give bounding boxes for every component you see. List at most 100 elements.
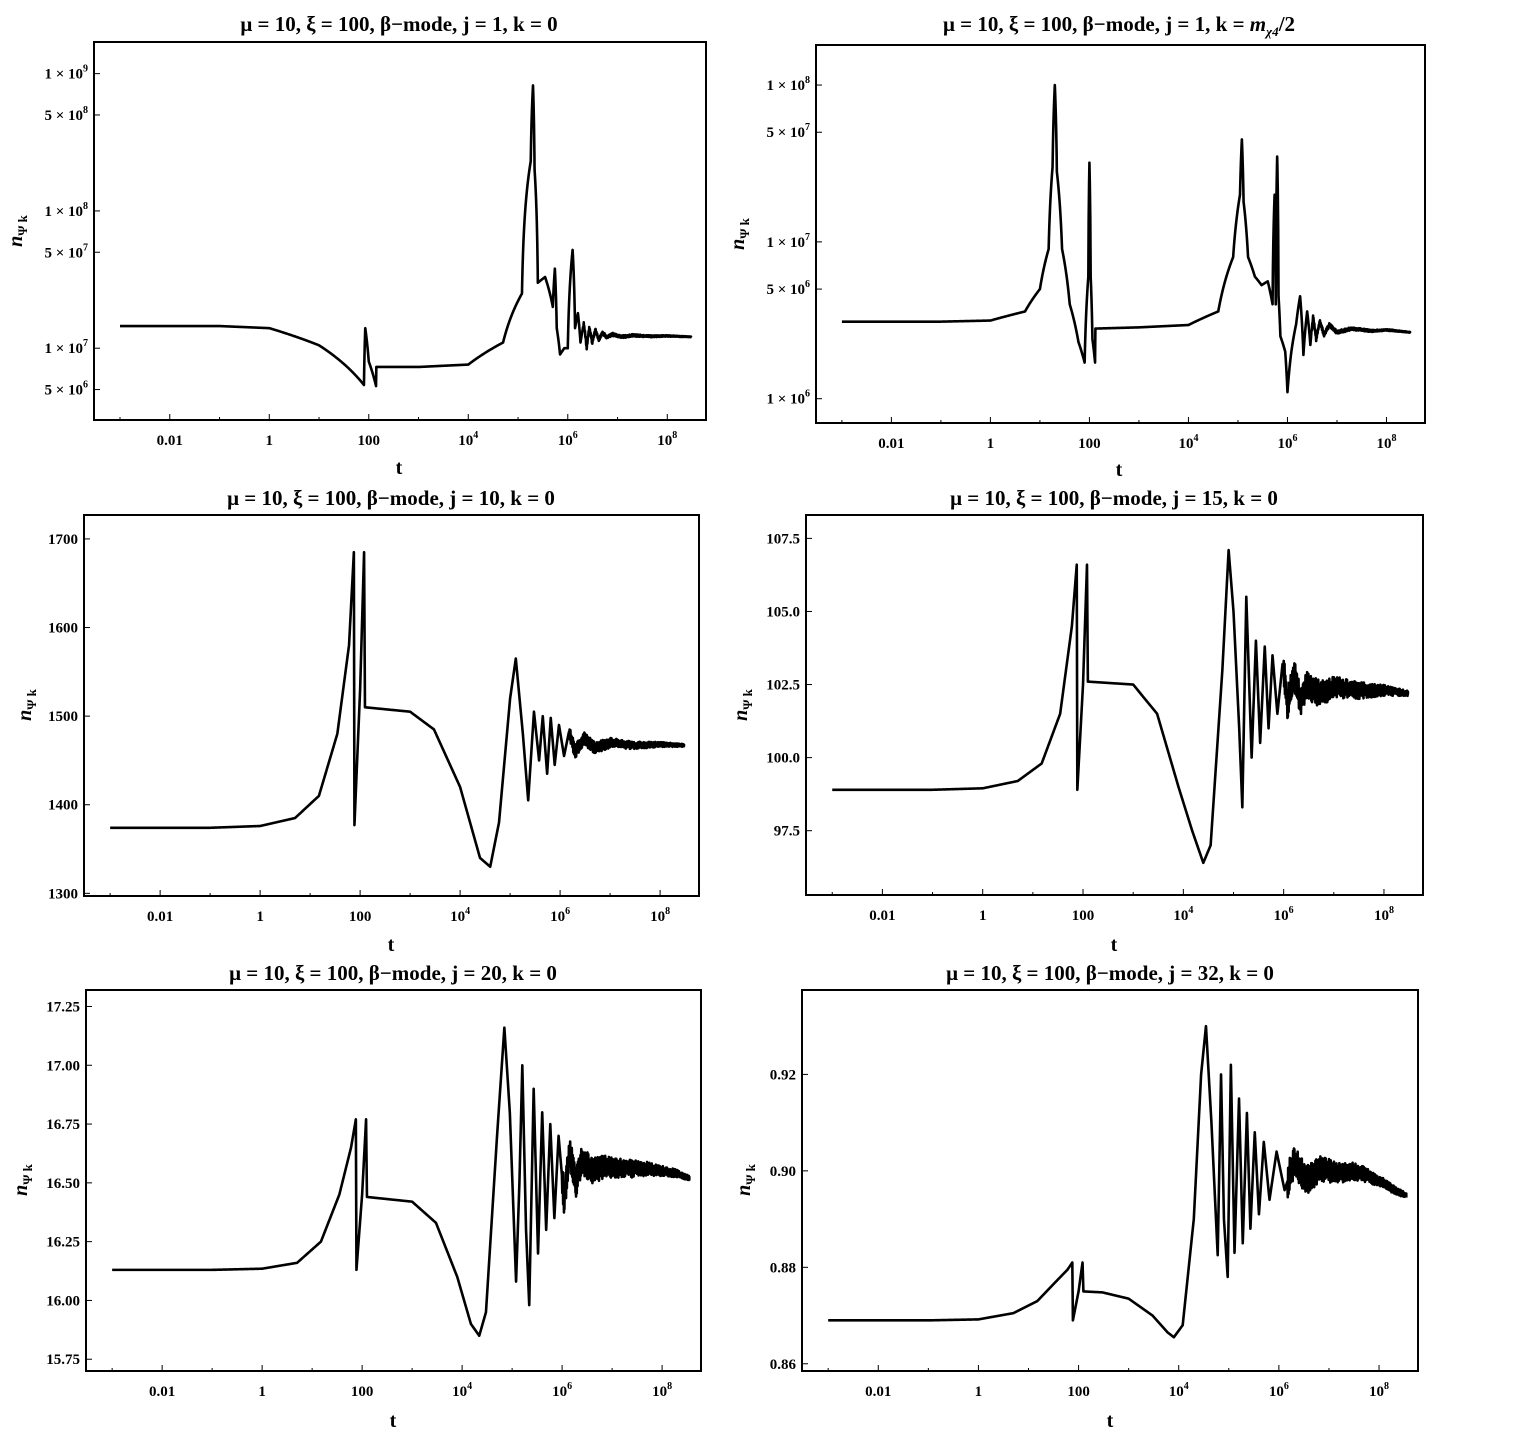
chart-title: μ = 10, ξ = 100, β−mode, j = 1, k = 0 <box>240 12 557 36</box>
chart-title: μ = 10, ξ = 100, β−mode, j = 20, k = 0 <box>229 961 557 985</box>
y-tick-label: 5 × 107 <box>766 122 810 141</box>
x-tick-label: 0.01 <box>869 908 895 924</box>
plot-frame <box>93 41 707 421</box>
y-tick-label: 16.50 <box>46 1176 80 1192</box>
y-tick-label: 5 × 106 <box>44 380 88 399</box>
series-line <box>109 550 686 869</box>
y-tick-label: 17.00 <box>46 1058 80 1074</box>
series-line <box>831 548 1410 865</box>
y-tick-label: 16.25 <box>46 1235 80 1251</box>
x-tick-label: 104 <box>1169 1381 1189 1400</box>
y-tick-label: 1600 <box>48 621 78 637</box>
y-tick-label: 16.75 <box>46 1117 80 1133</box>
y-tick-label: 1 × 107 <box>766 232 810 251</box>
y-axis-label: nΨ k <box>14 688 39 721</box>
plot-frame <box>85 989 702 1372</box>
x-tick-label: 104 <box>1178 433 1198 452</box>
y-tick-label: 5 × 106 <box>766 279 810 298</box>
x-tick-label: 1 <box>258 1384 266 1400</box>
x-tick-label: 106 <box>1277 433 1297 452</box>
x-tick-label: 0.01 <box>157 433 183 449</box>
y-axis-label: nΨ k <box>727 217 752 250</box>
x-tick-label: 1 <box>266 433 274 449</box>
chart-panel-5: 0.01 1 100 104 106 108 15.75 16.00 16.25 16.50 16.… <box>10 961 702 1432</box>
chart-panel-6: 0.01 1 100 104 106 108 0.86 0.88 0.90 0.92 μ = 10,… <box>733 961 1419 1432</box>
x-tick-label: 100 <box>1078 436 1101 452</box>
y-tick-label: 1 × 109 <box>44 64 88 83</box>
x-tick-label: 0.01 <box>147 909 173 925</box>
x-tick-label: 100 <box>349 909 372 925</box>
x-axis-label: t <box>390 1410 397 1432</box>
x-tick-label: 108 <box>1376 433 1396 452</box>
y-tick-label: 0.90 <box>770 1164 796 1180</box>
x-tick-label: 106 <box>1274 905 1294 924</box>
chart-title: μ = 10, ξ = 100, β−mode, j = 32, k = 0 <box>946 961 1274 985</box>
series-line <box>111 1026 691 1338</box>
chart-panel-1: 0.01 1 100 104 106 108 1 × 109 5 × 108 1 × 108 5 … <box>5 12 707 479</box>
plot-frame <box>805 514 1424 896</box>
chart-title: μ = 10, ξ = 100, β−mode, j = 10, k = 0 <box>227 486 555 510</box>
y-tick-label: 1 × 108 <box>766 75 810 94</box>
series-line <box>840 83 1412 394</box>
y-tick-label: 100.0 <box>766 751 800 767</box>
y-tick-label: 105.0 <box>766 604 800 620</box>
x-tick-label: 0.01 <box>149 1384 175 1400</box>
x-axis-label: t <box>388 934 395 956</box>
x-tick-label: 104 <box>452 1381 472 1400</box>
x-tick-label: 106 <box>552 1381 572 1400</box>
y-tick-label: 1400 <box>48 798 78 814</box>
y-axis-label: nΨ k <box>733 1163 758 1196</box>
chart-title: μ = 10, ξ = 100, β−mode, j = 1, k = mχ4/… <box>943 12 1295 39</box>
x-axis-label: t <box>1111 934 1118 956</box>
y-tick-label: 15.75 <box>46 1352 80 1368</box>
x-tick-label: 100 <box>1072 908 1095 924</box>
y-tick-label: 0.88 <box>770 1260 796 1276</box>
x-tick-label: 104 <box>450 906 470 925</box>
y-tick-label: 97.5 <box>774 824 800 840</box>
x-tick-label: 106 <box>550 906 570 925</box>
y-tick-label: 102.5 <box>766 678 800 694</box>
y-tick-label: 0.86 <box>770 1357 797 1373</box>
chart-panel-4: 0.01 1 100 104 106 108 97.5 100.0 102.5 105.0 107.… <box>730 486 1424 956</box>
x-tick-label: 106 <box>1269 1381 1289 1400</box>
y-tick-label: 1 × 108 <box>44 201 88 220</box>
x-tick-label: 1 <box>987 436 995 452</box>
x-tick-label: 108 <box>650 906 670 925</box>
chart-panel-3: 0.01 1 100 104 106 108 1300 1400 1500 1600 1700 μ =… <box>14 486 700 956</box>
y-tick-label: 1 × 107 <box>44 338 88 357</box>
x-tick-label: 0.01 <box>865 1384 891 1400</box>
x-tick-label: 106 <box>558 430 578 449</box>
x-tick-label: 100 <box>1067 1384 1090 1400</box>
y-tick-label: 1700 <box>48 532 78 548</box>
x-axis-label: t <box>1116 459 1123 481</box>
series-line <box>119 84 693 388</box>
x-tick-label: 1 <box>256 909 264 925</box>
x-tick-label: 108 <box>1369 1381 1389 1400</box>
x-tick-label: 1 <box>975 1384 983 1400</box>
x-tick-label: 104 <box>1173 905 1193 924</box>
y-tick-label: 1 × 106 <box>766 389 810 408</box>
x-axis-label: t <box>1107 1410 1114 1432</box>
x-tick-label: 100 <box>358 433 381 449</box>
x-tick-label: 108 <box>657 430 677 449</box>
x-tick-label: 108 <box>652 1381 672 1400</box>
x-axis-label: t <box>396 457 403 479</box>
chart-panel-2: 0.01 1 100 104 106 108 1 × 108 5 × 107 1 × 107 5 … <box>727 12 1426 481</box>
x-tick-label: 100 <box>351 1384 374 1400</box>
y-axis-label: nΨ k <box>730 688 755 721</box>
y-tick-label: 107.5 <box>766 531 800 547</box>
y-tick-label: 1500 <box>48 709 78 725</box>
chart-title: μ = 10, ξ = 100, β−mode, j = 15, k = 0 <box>950 486 1278 510</box>
y-tick-label: 16.00 <box>46 1293 80 1309</box>
y-tick-label: 17.25 <box>46 999 80 1015</box>
plot-frame <box>83 514 700 897</box>
y-axis-label: nΨ k <box>10 1163 35 1196</box>
y-tick-label: 0.92 <box>770 1067 796 1083</box>
x-tick-label: 104 <box>458 430 478 449</box>
series-line <box>827 1024 1408 1339</box>
plot-frame <box>801 989 1419 1372</box>
x-tick-label: 1 <box>979 908 987 924</box>
x-tick-label: 108 <box>1374 905 1394 924</box>
x-tick-label: 0.01 <box>878 436 904 452</box>
